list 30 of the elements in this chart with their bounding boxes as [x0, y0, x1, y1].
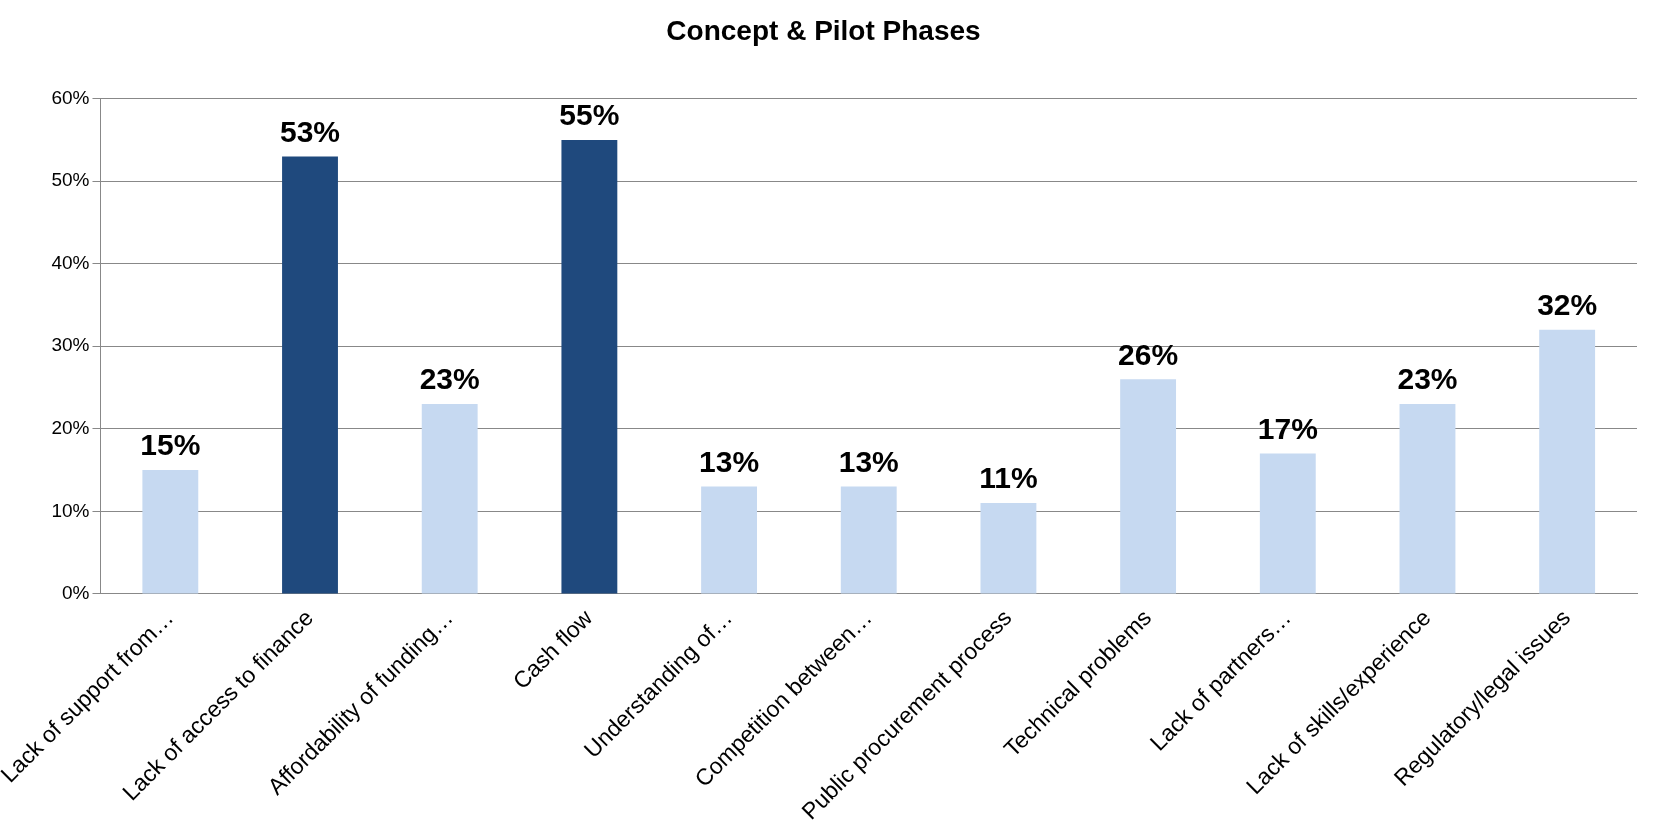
data-label: 53% — [279, 114, 341, 148]
bar — [1399, 404, 1456, 594]
bar — [840, 486, 897, 594]
data-label: 13% — [699, 444, 760, 478]
y-tick-label: 40% — [51, 251, 90, 273]
bar — [980, 503, 1037, 594]
bar — [1539, 329, 1596, 594]
bar — [1120, 379, 1177, 594]
data-label: 11% — [979, 461, 1038, 495]
y-tick-label: 30% — [51, 334, 90, 356]
y-tick-label: 50% — [51, 169, 90, 191]
bar — [701, 486, 757, 594]
bar — [142, 470, 199, 594]
data-label: 13% — [838, 444, 899, 478]
y-tick-label: 10% — [51, 499, 90, 521]
y-tick-label: 20% — [51, 417, 90, 439]
data-label: 15% — [140, 428, 201, 462]
bar — [1259, 453, 1316, 594]
bar — [421, 404, 478, 594]
chart-title: Concept & Pilot Phases — [666, 14, 981, 46]
data-label: 32% — [1537, 288, 1598, 322]
y-tick-label: 60% — [51, 86, 90, 108]
data-label: 23% — [419, 362, 480, 396]
y-tick-label: 0% — [62, 582, 90, 604]
data-label: 17% — [1257, 411, 1318, 445]
data-label: 55% — [559, 98, 620, 132]
data-label: 26% — [1118, 337, 1179, 371]
bar — [282, 156, 338, 594]
bar — [561, 139, 618, 594]
data-label: 23% — [1397, 362, 1458, 396]
